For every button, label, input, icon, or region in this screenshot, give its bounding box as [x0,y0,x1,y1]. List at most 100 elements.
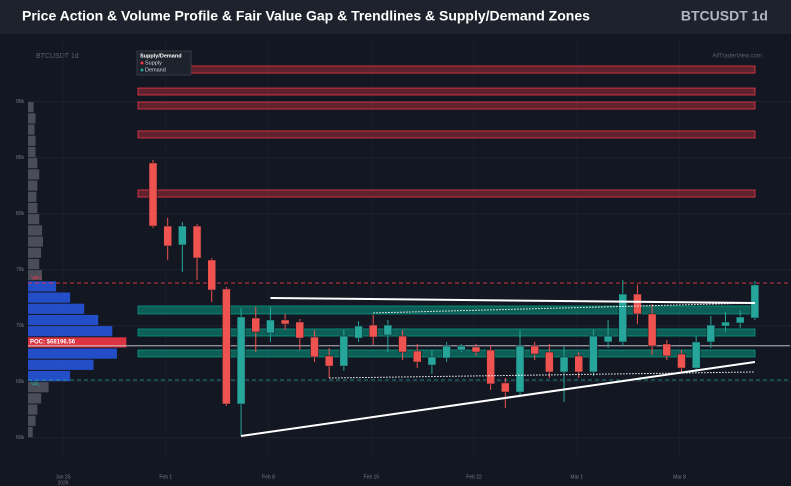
profile-bar [28,337,127,348]
candle-body [559,356,569,373]
profile-bar [28,393,42,404]
candle-body [603,335,613,343]
header [0,0,791,34]
demand-zone [137,328,756,337]
x-tick-label: Feb 1 [159,474,172,480]
candle-body [163,225,172,247]
legend-item: Demand [145,67,166,73]
y-tick-label: 70k [16,323,25,329]
candle-body [354,325,363,339]
candle-body [266,319,275,334]
candle-body [442,345,451,359]
candle-body [501,382,510,393]
profile-bar [28,415,36,426]
watermark: BTCUSDT 1d [36,53,79,60]
supply-zone [137,101,756,110]
profile-bar [28,404,38,415]
candle-body [515,345,525,393]
candle-body [721,321,730,327]
profile-bar [28,124,35,135]
profile-bar [28,191,37,202]
profile-bar [28,102,34,113]
candle-body [691,341,701,369]
profile-bar [28,146,36,158]
legend-item: Supply [145,60,162,66]
plot: 60k 65k 70k 75k 80k 85k 90k Jan 25 Feb 1 Feb 8 Feb… [16,40,790,486]
profile-bar [28,158,38,169]
dotted-trendline [329,371,755,379]
profile-bar [28,370,71,382]
candle-body [251,317,261,333]
x-tick-label: Feb 22 [466,474,482,480]
poc-label: POC: $68196.56 [30,339,76,345]
candle-body [750,284,760,319]
x-tick-label: Feb 15 [363,474,379,480]
profile-bar [28,281,57,292]
supply-zone [137,189,756,198]
y-tick-label: 75k [16,267,25,273]
profile-bar [28,202,38,214]
candle-body [574,355,583,373]
profile-bar [28,326,113,337]
candle-body [339,335,349,367]
profile-bar [28,236,43,247]
profile-bar [28,214,40,225]
candle-body [706,324,716,343]
candle-body [647,313,657,347]
profile-bar [28,113,36,124]
supply-zone [137,65,756,74]
candle-body [457,345,466,351]
candle-body [368,324,378,338]
profile-bar [28,180,38,191]
y-tick-label: 60k [16,435,25,441]
y-tick-label: 80k [16,211,25,217]
candle-body [545,351,554,373]
profile-bar [28,303,85,314]
candle-body [236,316,246,405]
candle-body [486,349,495,385]
y-tick-label: 90k [16,99,25,105]
legend-box [136,50,192,76]
candle-body [398,335,407,353]
dotted-trendline [373,302,755,314]
profile-bar [28,225,43,236]
candle-body [324,355,334,367]
profile-bar [28,382,49,393]
candle-body [530,345,539,355]
candle-body [295,321,305,339]
profile-bar [28,292,71,303]
candle-body [427,356,437,366]
profile-bar [28,348,117,359]
candle-body [178,225,187,246]
val-label: VAL [31,381,40,387]
candle-body [280,319,290,325]
chart-title: Price Action & Volume Profile & Fair Val… [22,8,590,24]
legend: Supply/Demand Supply Demand [136,50,192,76]
credit: AllTraderView.com [712,54,762,60]
profile-bar [28,135,36,146]
supply-zone [137,130,756,139]
x-tick-label: Mar 1 [570,474,583,480]
profile-bar [28,258,40,270]
candle-body [148,162,158,227]
profile-bar [28,270,43,281]
candle-body [412,350,422,363]
trendline [270,297,755,304]
y-tick-label: 65k [16,379,25,385]
profile-bar [28,314,99,326]
legend-swatch [140,61,144,65]
profile-bar [28,247,42,258]
candle-body [471,346,481,353]
profile-bar [28,169,40,180]
trendline [240,361,756,438]
y-tick-label: 85k [16,155,25,161]
candle-body [310,336,319,358]
candle-body [222,288,231,405]
candle-body [633,293,642,315]
candle-body [735,316,745,324]
candle-body [662,343,672,357]
legend-swatch [140,68,144,72]
